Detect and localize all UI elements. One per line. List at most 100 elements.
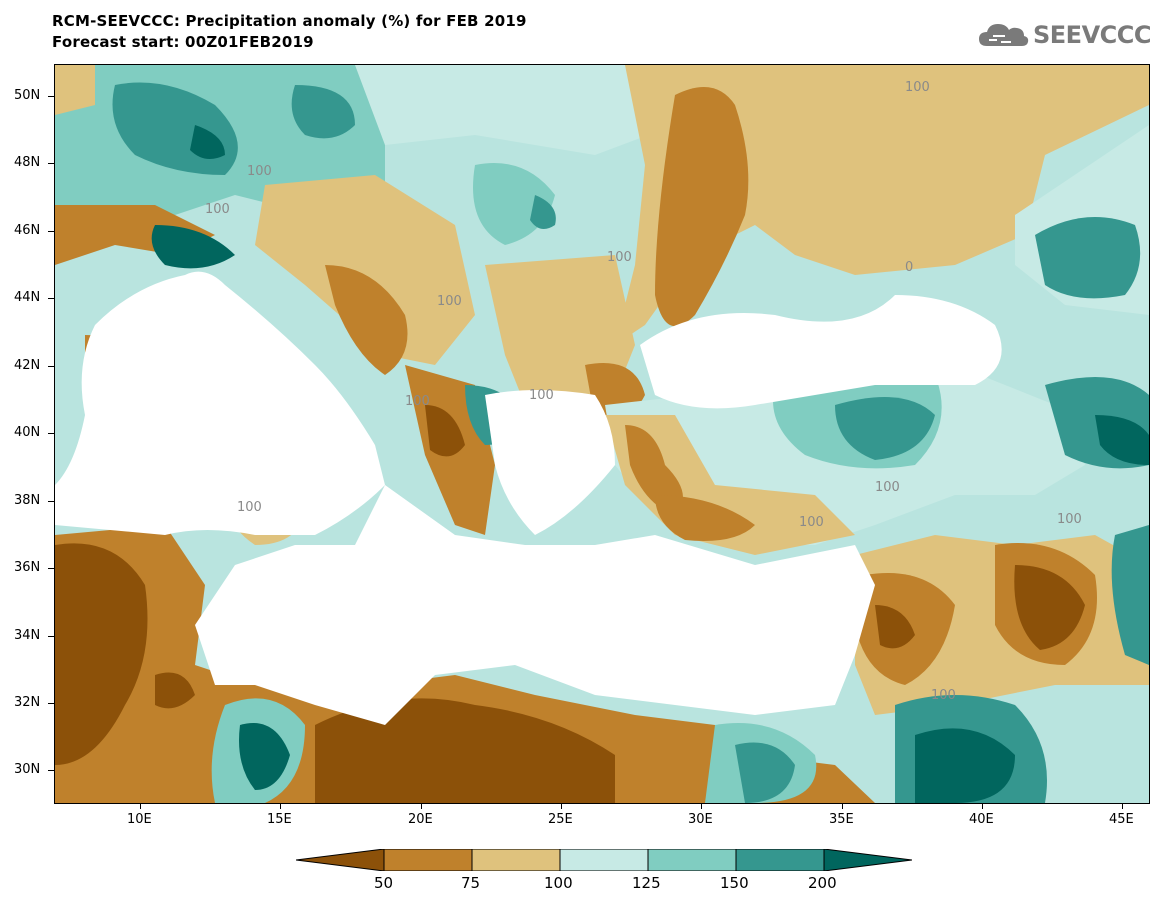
anomaly-region [1035,217,1141,299]
anomaly-region [1014,565,1085,650]
anomaly-region [255,175,475,365]
lat-tick [48,163,54,164]
lon-label: 35E [829,812,854,827]
lon-label: 15E [267,812,292,827]
contour-label: 100 [1057,512,1082,527]
lat-tick [48,433,54,434]
anomaly-region [190,125,225,159]
lat-label: 34N [14,628,41,643]
lat-tick [48,366,54,367]
anomaly-region [530,195,556,229]
lat-tick [48,298,54,299]
colorbar-segment [296,849,385,871]
lat-tick [48,568,54,569]
logo-text: SEEVCCC [1033,21,1152,49]
lat-label: 46N [14,223,41,238]
colorbar-label: 200 [808,874,837,892]
anomaly-region [239,723,290,790]
lon-tick [1122,803,1123,809]
cloud-icon [979,24,1029,46]
anomaly-region [55,65,95,115]
lon-tick [701,803,702,809]
lon-tick [982,803,983,809]
lat-tick [48,636,54,637]
colorbar-label: 150 [720,874,749,892]
lon-tick [561,803,562,809]
lat-label: 30N [14,762,41,777]
contour-label: 100 [905,80,930,95]
lat-label: 32N [14,695,41,710]
anomaly-region [355,65,675,155]
lon-tick [842,803,843,809]
anomaly-region [155,672,195,709]
lat-tick [48,96,54,97]
lat-label: 44N [14,290,41,305]
anomaly-region [655,495,755,541]
anomaly-region [1111,525,1149,665]
colorbar-segment [735,849,825,871]
lat-label: 42N [14,358,41,373]
contour-label: 100 [799,515,824,530]
lat-tick [48,703,54,704]
contour-label: 100 [205,202,230,217]
anomaly-region [615,65,1149,345]
anomaly-region [875,605,915,649]
anomaly-region [315,698,615,803]
lon-label: 20E [408,812,433,827]
contour-label: 100 [529,388,554,403]
anomaly-region [835,397,935,460]
anomaly-region [55,543,148,765]
anomaly-region [735,742,795,803]
lon-label: 10E [127,812,152,827]
lat-tick [48,501,54,502]
colorbar-segment [559,849,649,871]
anomaly-region [655,87,749,327]
anomaly-region [625,425,683,515]
anomaly-region [325,265,408,375]
anomaly-region [1095,415,1149,465]
contour-label: 100 [237,500,262,515]
lon-tick [280,803,281,809]
colorbar-label: 125 [632,874,661,892]
sea-area [485,390,615,535]
colorbar [296,849,912,871]
contour-label: 100 [405,394,430,409]
anomaly-region [425,405,465,457]
sea-area [55,271,385,535]
lat-tick [48,770,54,771]
lat-tick [48,231,54,232]
colorbar-segment [471,849,561,871]
anomaly-map: 100 100 100 100 100 100 100 100 100 100 … [55,65,1149,803]
sea-area [640,295,1002,409]
map-panel[interactable]: 100 100 100 100 100 100 100 100 100 100 … [54,64,1150,804]
contour-label: 100 [931,688,956,703]
contour-label: 100 [607,250,632,265]
anomaly-region [291,85,355,139]
colorbar-segment [823,849,912,871]
lat-label: 36N [14,560,41,575]
lat-label: 50N [14,88,41,103]
lon-label: 45E [1109,812,1134,827]
lat-label: 48N [14,155,41,170]
contour-label: 100 [437,294,462,309]
lon-label: 25E [548,812,573,827]
sea-area [195,485,875,725]
contour-label: 0 [905,260,913,275]
contour-label: 100 [875,480,900,495]
seevccc-logo: SEEVCCC [977,20,1152,50]
colorbar-label: 50 [374,874,394,892]
contour-label: 100 [247,164,272,179]
lon-tick [140,803,141,809]
colorbar-segment [647,849,737,871]
title-line-2: Forecast start: 00Z01FEB2019 [52,33,314,51]
lat-label: 38N [14,493,41,508]
colorbar-segment [383,849,473,871]
lat-label: 40N [14,425,41,440]
anomaly-region [915,728,1015,803]
lon-tick [421,803,422,809]
anomaly-region [151,225,235,269]
title-line-1: RCM-SEEVCCC: Precipitation anomaly (%) f… [52,12,527,30]
lon-label: 40E [969,812,994,827]
lon-label: 30E [688,812,713,827]
colorbar-label: 75 [461,874,481,892]
